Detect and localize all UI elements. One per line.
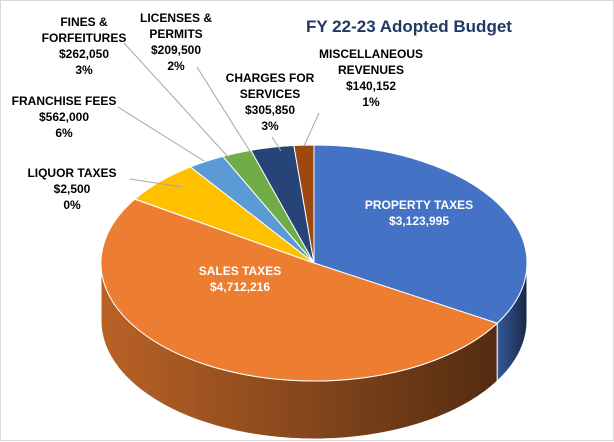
slice-label-line: SERVICES xyxy=(240,87,300,101)
slice-label-line: LIQUOR TAXES xyxy=(27,166,116,180)
slice-label-line: 0% xyxy=(63,198,81,212)
leader-line-fines xyxy=(123,42,230,159)
slice-label-property: PROPERTY TAXES $3,123,995 xyxy=(365,198,473,228)
chart-title: FY 22-23 Adopted Budget xyxy=(306,17,512,36)
slice-labels: PROPERTY TAXES $3,123,995 SALES TAXES $4,71… xyxy=(12,11,473,294)
leader-line-liquor xyxy=(129,178,183,188)
slice-label-line: SALES TAXES xyxy=(199,264,281,278)
slice-label-line: PROPERTY TAXES xyxy=(365,198,473,212)
leader-line-licenses xyxy=(196,66,252,154)
slice-label-line: 2% xyxy=(167,59,185,73)
slice-label-line: $209,500 xyxy=(151,43,201,57)
slice-label-licenses: LICENSES & PERMITS $209,500 2% xyxy=(140,11,212,73)
slice-label-line: FORFEITURES xyxy=(42,31,127,45)
slice-label-franchise: FRANCHISE FEES $562,000 6% xyxy=(12,94,117,140)
pie-top xyxy=(100,144,528,382)
leader-line-franchise xyxy=(117,106,205,162)
slice-label-line: 1% xyxy=(362,95,380,109)
leader-lines xyxy=(117,42,320,188)
leader-line-charges xyxy=(271,136,282,152)
slice-label-line: PERMITS xyxy=(149,27,202,41)
slice-label-line: 3% xyxy=(75,63,93,77)
pie-slice-sales xyxy=(100,198,499,382)
pie-slice-property xyxy=(313,144,528,324)
slice-label-misc: MISCELLANEOUS REVENUES $140,152 1% xyxy=(319,47,423,109)
slice-label-line: FINES & xyxy=(60,15,108,29)
slice-label-sales: SALES TAXES $4,712,216 xyxy=(199,264,281,294)
slice-label-line: $2,500 xyxy=(54,182,91,196)
slice-label-line: $3,123,995 xyxy=(389,214,449,228)
slice-label-charges: CHARGES FOR SERVICES $305,850 3% xyxy=(226,71,315,133)
slice-label-line: 3% xyxy=(261,119,279,133)
slice-label-liquor: LIQUOR TAXES $2,500 0% xyxy=(27,166,116,212)
slice-label-line: MISCELLANEOUS xyxy=(319,47,423,61)
slice-label-line: $140,152 xyxy=(346,79,396,93)
slice-label-line: FRANCHISE FEES xyxy=(12,94,117,108)
slice-label-line: $305,850 xyxy=(245,103,295,117)
slice-label-fines: FINES & FORFEITURES $262,050 3% xyxy=(42,15,127,77)
slice-label-line: $4,712,216 xyxy=(210,280,270,294)
slice-label-line: LICENSES & xyxy=(140,11,212,25)
slice-label-line: CHARGES FOR xyxy=(226,71,315,85)
slice-label-line: $562,000 xyxy=(39,110,89,124)
slice-label-line: REVENUES xyxy=(338,63,404,77)
slice-label-line: $262,050 xyxy=(59,47,109,61)
slice-label-line: 6% xyxy=(55,126,73,140)
leader-line-misc xyxy=(303,112,320,147)
